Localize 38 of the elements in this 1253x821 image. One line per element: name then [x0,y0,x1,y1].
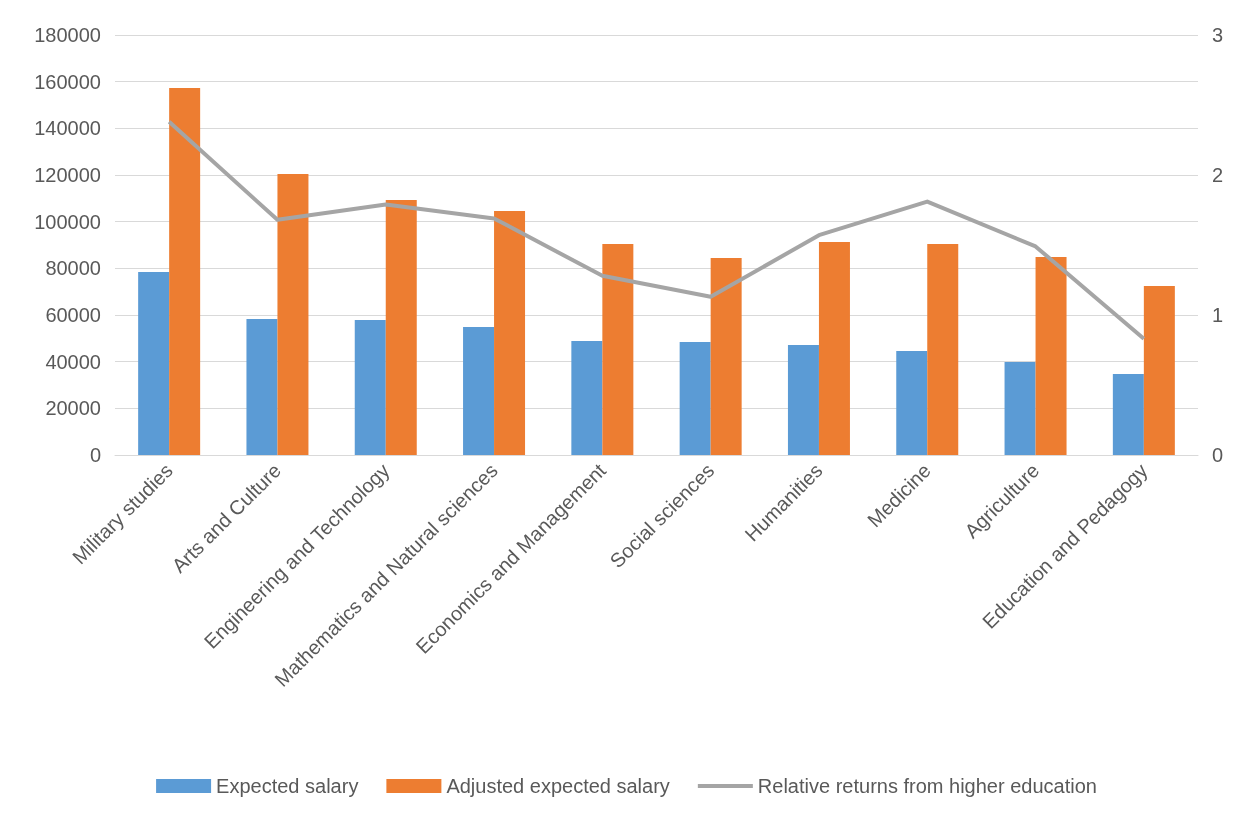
bar [277,174,309,455]
bar [1112,374,1144,455]
legend-label: Relative returns from higher education [757,775,1097,797]
bar [138,272,170,455]
legend-label: Adjusted expected salary [446,775,670,797]
bar [1035,256,1067,455]
bar [679,342,711,455]
y2-tick-label: 2 [1212,164,1224,186]
bar [818,241,850,455]
y2-tick-label: 3 [1212,24,1224,46]
bar [602,244,634,455]
y-tick-label: 80000 [45,257,101,280]
bar [354,319,386,455]
bar [494,210,526,455]
bar [571,340,603,455]
y-tick-label: 140000 [34,117,101,140]
bar [385,199,417,455]
bar [710,258,742,455]
y-tick-label: 40000 [45,350,101,373]
y2-tick-label: 1 [1212,304,1224,326]
y-tick-label: 20000 [45,397,101,420]
line-series [167,119,1146,341]
legend-label: Expected salary [216,775,359,797]
y2-tick-label: 0 [1212,444,1224,466]
bar [927,244,959,455]
y-tick-label: 120000 [34,164,101,186]
bar [246,318,278,455]
bar [169,87,201,455]
bar [1004,361,1036,455]
bar [787,345,819,455]
y-tick-label: 0 [89,444,101,466]
bar [1143,286,1175,455]
y-tick-label: 60000 [45,304,101,326]
bar [896,350,928,455]
y-tick-label: 100000 [34,210,101,233]
y-tick-label: 160000 [34,70,101,93]
y-tick-label: 180000 [34,24,101,46]
bar [463,326,495,455]
